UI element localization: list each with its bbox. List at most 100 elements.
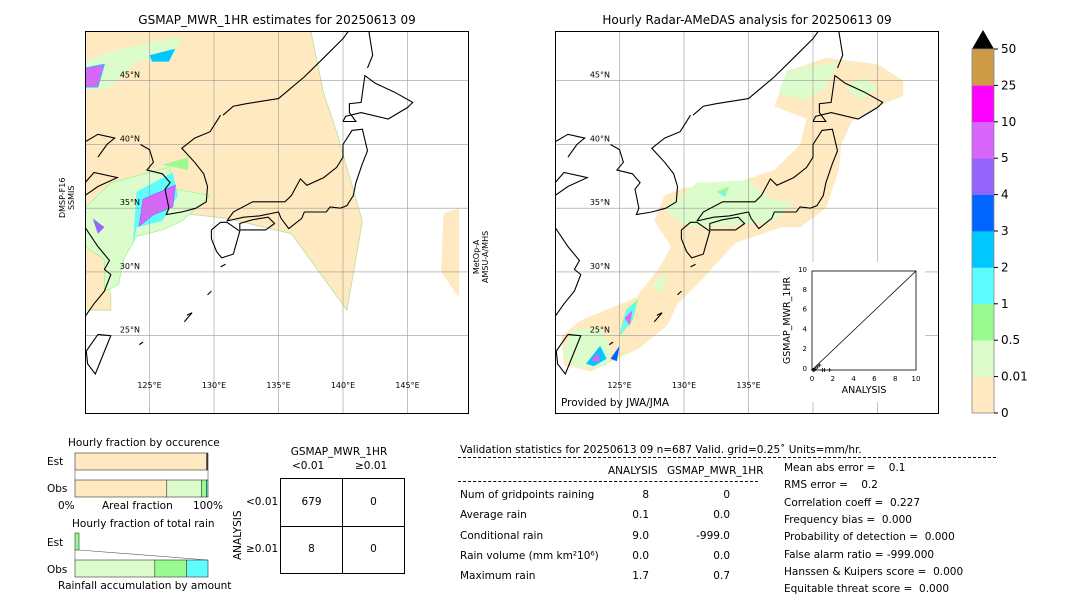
coastline [677, 290, 682, 296]
scatter-point [822, 368, 827, 372]
rain-area [720, 190, 726, 197]
contingency-row-label: ANALYSIS [232, 510, 244, 560]
est-bar-segment [206, 452, 209, 471]
colorbar-tick-label: 0.5 [1001, 333, 1020, 347]
stats-row-label: Conditional rain [460, 529, 544, 542]
obs-bar-segment [186, 559, 209, 578]
total-rain-chart [74, 532, 209, 578]
rain-area [85, 63, 105, 88]
cell-hit: 0 [370, 543, 377, 555]
colorbar-segment [972, 121, 994, 159]
lat-label: 35°N [120, 198, 140, 207]
colorbar-tick-label: 1 [1001, 297, 1009, 311]
est-bar-segment [74, 452, 207, 471]
rain-area [441, 208, 460, 298]
stats-row-analysis: 0.1 [632, 509, 649, 522]
sensor-right-line2: AMSU-A/MHS [481, 230, 490, 283]
credit-text: Provided by JWA/JMA [561, 397, 670, 409]
colorbar-segment [972, 303, 994, 341]
colorbar-tick-label: 3 [1001, 224, 1009, 238]
obs-bar-segment [74, 559, 156, 578]
map-frame [555, 31, 939, 414]
coastline [690, 263, 696, 268]
lon-label: 130°E [672, 381, 696, 390]
coastline [222, 31, 350, 116]
stats-header: Validation statistics for 20250613 09 n=… [460, 444, 862, 456]
sensor-right-label: MetOp-A AMSU-A/MHS [472, 231, 490, 283]
obs-bar-segment [206, 479, 209, 498]
coastline [140, 114, 221, 216]
occurrence-title: Hourly fraction by occurence [68, 437, 220, 449]
colorbar-tick-label: 4 [1001, 188, 1009, 202]
rain-area [664, 180, 794, 228]
est-bar-segment [74, 532, 80, 551]
colorbar-segment [972, 158, 994, 195]
cell-miss: 8 [308, 543, 315, 555]
sensor-left-label: DMSP-F16 SSMIS [58, 178, 76, 218]
left-map-title: GSMAP_MWR_1HR estimates for 20250613 09 [138, 13, 416, 27]
contingency-table: 679 0 8 0 [280, 478, 405, 574]
y-axis-label: GSMAP_MWR_1HR [782, 276, 793, 364]
coastline [207, 290, 212, 296]
x-axis-label: ANALYSIS [842, 385, 887, 396]
contingency-title: GSMAP_MWR_1HR [290, 446, 388, 458]
scatter-point [817, 363, 822, 368]
sensor-left-line1: DMSP-F16 [58, 177, 67, 218]
coastline [555, 133, 586, 158]
stats-col-divider [458, 481, 758, 482]
cell-hit-none: 679 [301, 496, 322, 508]
connector-line [78, 549, 209, 561]
rain-area [591, 352, 601, 362]
lat-label: 30°N [590, 262, 610, 271]
lon-label: 135°E [266, 381, 290, 390]
y-tick-label: 8 [803, 286, 807, 294]
occurrence-chart [74, 452, 209, 498]
col-header-lt: <0.01 [292, 460, 325, 472]
colorbar-segment [972, 231, 994, 268]
coastline [555, 226, 582, 317]
occ-est-label: Est [47, 456, 64, 468]
rain-area [85, 36, 182, 90]
coastline [342, 74, 414, 123]
rain-area [85, 166, 211, 292]
scatter-point [813, 367, 818, 372]
colorbar-tick-label: 50 [1001, 42, 1016, 56]
scatter-inset: 0 2 4 6 8 10 0 2 4 6 8 10 ANALYSIS GSMAP_MWR_1HR [780, 262, 925, 402]
sensor-right-line1: MetOp-A [472, 239, 481, 275]
coastline [555, 171, 590, 196]
score-line: RMS error = 0.2 [784, 479, 878, 492]
lon-label: 135°E [736, 381, 760, 390]
stats-divider [458, 457, 996, 458]
y-tick-label: 4 [803, 325, 808, 333]
coastline [653, 312, 663, 323]
x-tick-label: 10 [912, 375, 921, 383]
coastline [85, 171, 120, 196]
table-divider-h [281, 526, 404, 527]
scatter-point [815, 365, 820, 370]
coastline [696, 128, 839, 230]
stats-row-est: 0 [723, 489, 730, 501]
stats-row-label: Num of gridpoints raining [460, 489, 595, 501]
score-line: Mean abs error = 0.1 [784, 462, 906, 474]
colorbar-tick-label: 10 [1001, 115, 1016, 129]
lat-label: 45°N [120, 71, 140, 80]
y-tick-label: 6 [803, 306, 808, 314]
stats-col-analysis: ANALYSIS [608, 465, 658, 477]
left-map: 45°N 40°N 35°N 30°N 25°N 125°E 130°E 135°E 140°E… [85, 31, 469, 414]
colorbar-segment [972, 376, 994, 414]
coastline [138, 341, 144, 346]
y-tick-label: 0 [803, 365, 807, 373]
cell-false-alarm: 0 [370, 496, 377, 508]
rain-est-label: Est [47, 537, 64, 549]
stats-row-label: Average rain [460, 509, 527, 522]
lat-label: 30°N [120, 262, 140, 271]
colorbar-segment [972, 340, 994, 377]
colorbar-segment [972, 194, 994, 232]
x-tick-label: 6 [872, 375, 877, 383]
map-frame [85, 31, 469, 414]
x-tick-label: 4 [851, 375, 856, 383]
score-line: Hanssen & Kuipers score = 0.000 [784, 565, 964, 578]
coastline [366, 31, 374, 69]
stats-row-analysis: 8 [642, 489, 649, 501]
lon-label: 125°E [607, 381, 631, 390]
